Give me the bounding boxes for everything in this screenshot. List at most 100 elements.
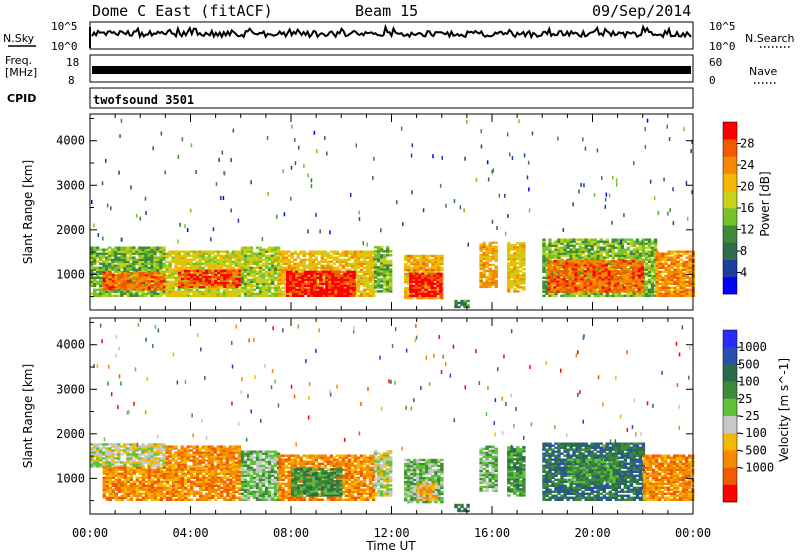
power-echo-cell [117, 285, 121, 289]
power-echo-cell [516, 278, 520, 281]
power-echo-cell [407, 258, 411, 262]
power-echo-cell [631, 290, 636, 293]
power-echo-cell [193, 283, 197, 287]
power-echo-cell [228, 290, 233, 293]
power-scatter-point [91, 200, 93, 204]
power-echo-cell [246, 294, 251, 297]
power-echo-cell [183, 254, 187, 257]
power-echo-cell [123, 283, 128, 287]
power-echo-cell [246, 266, 251, 269]
power-echo-cell [418, 290, 422, 293]
power-echo-cell [685, 290, 689, 293]
power-echo-cell [368, 290, 373, 293]
power-echo-cell [111, 279, 115, 283]
power-echo-cell [313, 278, 317, 281]
power-echo-cell [419, 268, 423, 272]
power-echo-cell [485, 259, 489, 263]
power-echo-cell [622, 264, 627, 267]
power-echo-cell [371, 258, 376, 261]
power-echo-cell [189, 290, 193, 293]
power-echo-cell [551, 250, 555, 253]
power-echo-cell [141, 254, 145, 257]
power-echo-cell [437, 264, 441, 268]
power-scatter-point [667, 211, 669, 216]
power-echo-cell [219, 262, 223, 265]
power-echo-cell [598, 260, 602, 263]
power-echo-cell [310, 280, 314, 283]
power-echo-cell [171, 280, 175, 283]
power-echo-cell [596, 242, 600, 245]
power-echo-cell [255, 294, 260, 297]
power-echo-cell [304, 270, 308, 273]
power-echo-cell [586, 266, 590, 269]
power-echo-cell [640, 284, 645, 287]
power-echo-cell [141, 275, 146, 279]
power-echo-cell [601, 266, 605, 269]
power-echo-cell [311, 260, 315, 263]
power-echo-cell [126, 283, 131, 287]
power-echo-cell [93, 268, 97, 271]
power-echo-cell [507, 290, 511, 293]
power-echo-cell [240, 288, 245, 291]
power-echo-cell [592, 262, 596, 265]
power-echo-cell [310, 272, 314, 275]
power-echo-cell [565, 288, 569, 291]
power-echo-cell [234, 262, 239, 265]
power-echo-cell [219, 286, 223, 289]
power-echo-cell [96, 288, 100, 291]
power-echo-cell [611, 282, 615, 285]
power-echo-cell [123, 273, 128, 277]
power-echo-cell [214, 273, 218, 277]
power-echo-cell [637, 270, 642, 273]
power-echo-cell [479, 273, 483, 277]
power-echo-cell [289, 290, 293, 293]
power-echo-cell [165, 286, 169, 289]
power-echo-cell [340, 274, 344, 277]
power-echo-cell [650, 286, 655, 289]
power-echo-cell [626, 272, 631, 275]
power-echo-cell [551, 254, 555, 257]
power-echo-cell [320, 256, 324, 259]
power-echo-cell [162, 275, 167, 279]
power-echo-cell [587, 240, 591, 243]
power-echo-cell [601, 278, 605, 281]
power-echo-cell [356, 270, 361, 273]
power-echo-cell [213, 260, 217, 263]
power-echo-cell [286, 278, 290, 281]
power-echo-cell [261, 272, 266, 275]
power-echo-cell [204, 252, 208, 255]
power-echo-cell [562, 264, 566, 267]
power-echo-cell [332, 262, 337, 265]
power-echo-cell [273, 260, 278, 263]
power-scatter-point [527, 160, 530, 165]
power-echo-cell [658, 290, 662, 293]
power-echo-cell [177, 269, 182, 273]
power-echo-cell [153, 281, 158, 285]
power-echo-cell [682, 278, 686, 281]
power-echo-cell [270, 266, 275, 269]
power-echo-cell [216, 266, 220, 269]
power-echo-cell [568, 274, 572, 277]
power-echo-cell [202, 269, 206, 273]
power-echo-cell [658, 262, 662, 265]
power-echo-cell [428, 266, 432, 270]
power-echo-cell [422, 254, 426, 258]
power-echo-cell [430, 274, 434, 277]
power-echo-cell [162, 277, 167, 281]
power-echo-cell [434, 256, 438, 260]
power-echo-cell [407, 288, 411, 292]
power-echo-cell [522, 272, 526, 275]
power-echo-cell [616, 266, 620, 269]
power-echo-cell [688, 282, 692, 285]
power-echo-cell [189, 262, 193, 265]
power-echo-cell [488, 255, 492, 259]
power-echo-cell [350, 254, 355, 257]
power-echo-cell [605, 256, 609, 259]
power-echo-cell [267, 286, 272, 289]
power-echo-cell [599, 238, 603, 241]
power-scatter-point [459, 205, 462, 210]
power-echo-cell [153, 287, 158, 291]
power-scatter-point [324, 136, 326, 140]
power-echo-cell [144, 285, 149, 289]
power-echo-cell [641, 248, 646, 251]
